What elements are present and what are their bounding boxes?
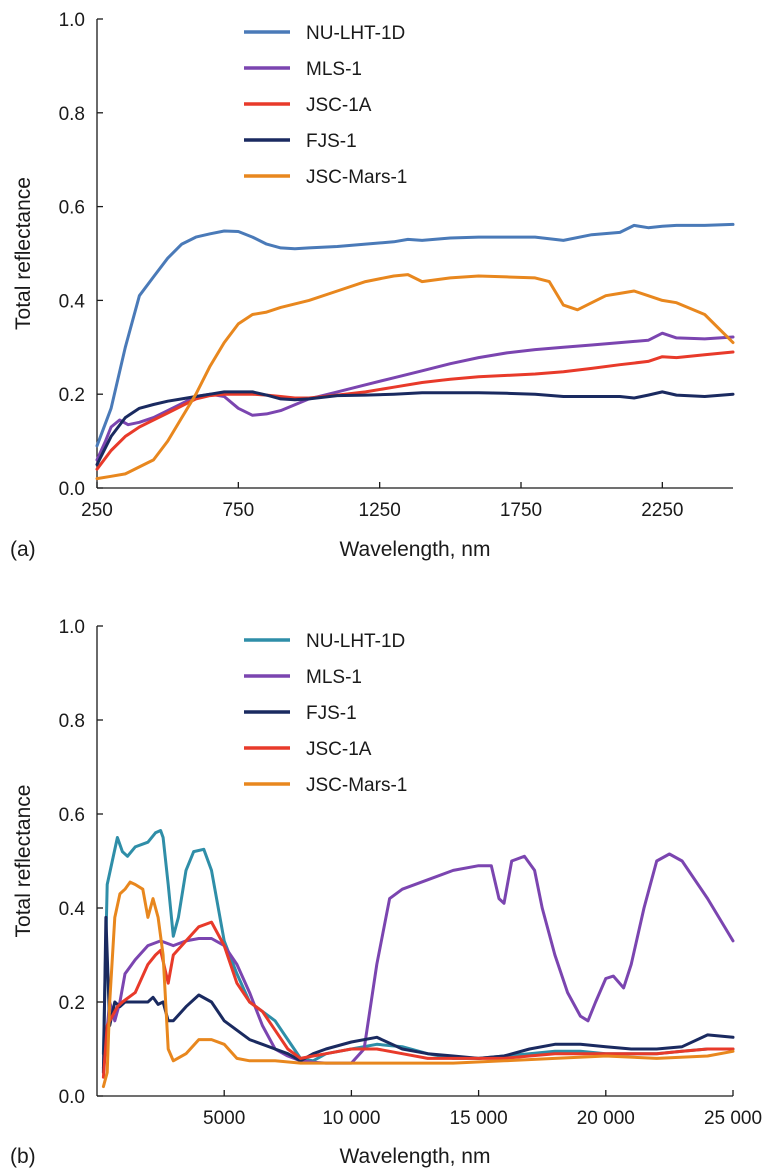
legend-label: NU-LHT-1D <box>306 23 405 44</box>
panel-label: (a) <box>10 538 36 561</box>
y-tick-label: 0.8 <box>59 711 85 732</box>
series-line-nu-lht-1d <box>95 222 735 448</box>
x-axis-label: Wavelength, nm <box>340 1145 491 1168</box>
y-tick-label: 0.0 <box>59 479 85 500</box>
x-tick-label: 2250 <box>641 500 683 521</box>
x-tick-label: 15 000 <box>450 1108 508 1129</box>
y-axis-label: Total reflectance <box>12 177 35 330</box>
legend-label: MLS-1 <box>306 667 362 688</box>
y-tick-label: 0.4 <box>59 291 86 312</box>
x-tick-label: 1250 <box>359 500 401 521</box>
x-tick-label: 25 000 <box>704 1108 762 1129</box>
legend-label: FJS-1 <box>306 131 357 152</box>
series-line-nu-lht-1d <box>101 829 735 1063</box>
legend-label: JSC-Mars-1 <box>306 167 407 188</box>
chart-panel-b: 0.0 0.2 0.4 0.6 0.8 1.0 5000 10 000 15 000 20 000… <box>10 617 762 1168</box>
x-tick-label: 1750 <box>500 500 542 521</box>
chart-panel-a: 0.0 0.2 0.4 0.6 0.8 1.0 250 750 1250 1750 2250 Wave… <box>10 10 735 561</box>
legend-label: JSC-1A <box>306 95 372 116</box>
series-line-jsc-1a <box>101 920 735 1079</box>
x-tick-label: 250 <box>81 500 113 521</box>
panel-label: (b) <box>10 1145 36 1168</box>
x-tick-label: 5000 <box>203 1108 245 1129</box>
series-line-mls-1 <box>101 852 735 1070</box>
y-tick-label: 0.2 <box>59 385 85 406</box>
y-tick-label: 1.0 <box>59 617 85 638</box>
legend-label: NU-LHT-1D <box>306 631 405 652</box>
x-tick-label: 750 <box>222 500 254 521</box>
y-axis-label: Total reflectance <box>12 785 35 938</box>
legend-label: FJS-1 <box>306 703 357 724</box>
legend-label: MLS-1 <box>306 59 362 80</box>
x-tick-label: 20 000 <box>577 1108 635 1129</box>
series-line-fjs-1 <box>95 390 735 467</box>
y-tick-label: 0.4 <box>59 899 86 920</box>
y-tick-label: 0.2 <box>59 993 85 1014</box>
series-line-jsc-mars-1 <box>101 880 735 1089</box>
y-tick-label: 1.0 <box>59 10 85 31</box>
series-line-jsc-1a <box>95 350 735 471</box>
x-axis-label: Wavelength, nm <box>340 538 491 561</box>
series-line-jsc-mars-1 <box>95 273 735 481</box>
y-tick-label: 0.0 <box>59 1087 85 1108</box>
legend-label: JSC-Mars-1 <box>306 775 407 796</box>
series-line-fjs-1 <box>101 915 735 1074</box>
y-tick-label: 0.6 <box>59 198 85 219</box>
legend-label: JSC-1A <box>306 739 372 760</box>
y-tick-label: 0.8 <box>59 104 85 125</box>
y-tick-label: 0.6 <box>59 805 85 826</box>
x-tick-label: 10 000 <box>322 1108 380 1129</box>
